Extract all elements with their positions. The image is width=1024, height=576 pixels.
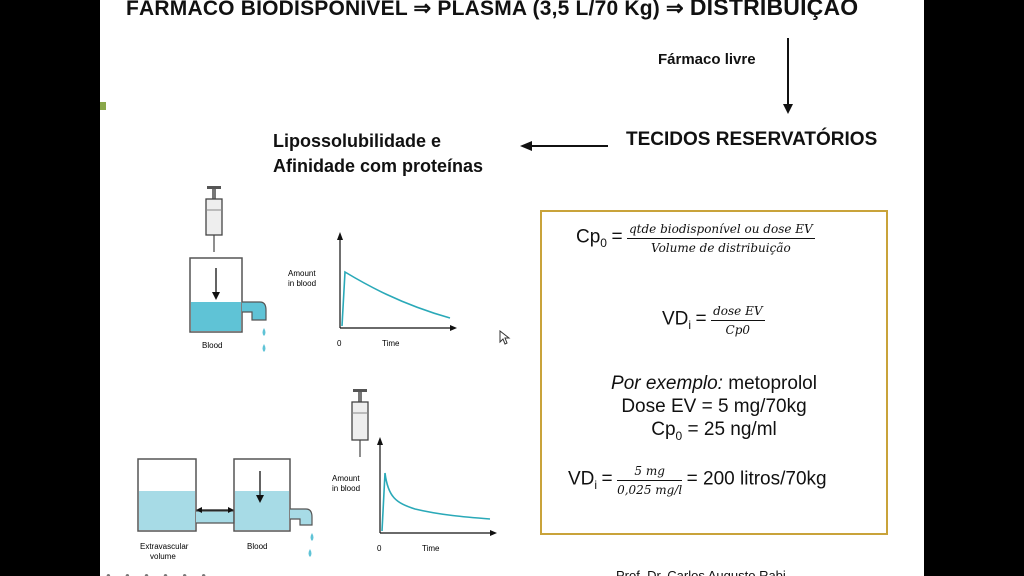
slide-marker [100, 102, 106, 110]
liposolubility-label: Lipossolubilidade e Afinidade com proteí… [273, 129, 483, 179]
vd-calculation: VDi = 5 mg 0,025 mg/l = 200 litros/70kg [568, 464, 827, 497]
x-axis-label: Time [382, 339, 400, 348]
extravascular-label-1: Extravascular [140, 542, 189, 551]
vd-fraction: dose EV Cp0 [711, 304, 765, 337]
two-compartment-figure: Extravascular volume Blood Amount in blo… [137, 389, 497, 561]
free-drug-label: Fármaco livre [658, 51, 756, 68]
left-arrow-head [520, 141, 532, 151]
y-axis-label-1: Amount [332, 474, 360, 483]
amount-time-plot-bottom: Amount in blood 0 Time [332, 437, 497, 553]
mouse-cursor-icon [499, 330, 511, 345]
x-origin-label: 0 [337, 339, 342, 348]
amount-time-plot-top: Amount in blood 0 Time [288, 232, 457, 348]
example-line: Por exemplo: metoprolol [611, 373, 817, 394]
y-axis-label-1: Amount [288, 269, 316, 278]
y-axis-label-2: in blood [332, 484, 360, 493]
formula-box: Cp0 = qtde biodisponível ou dose EV Volu… [540, 210, 888, 535]
vd-formula: VDi = dose EV Cp0 [662, 304, 765, 337]
lipo-line-1: Lipossolubilidade e [273, 131, 442, 151]
footer-author: Prof. Dr. Carlos Augusto Rabi... [616, 568, 797, 576]
reservoir-tissues-label: TECIDOS RESERVATÓRIOS [626, 129, 878, 150]
vd-calc-fraction: 5 mg 0,025 mg/l [617, 464, 683, 497]
x-origin-label: 0 [377, 544, 382, 553]
concentration-curve [341, 270, 451, 327]
cp0-formula: Cp0 = qtde biodisponível ou dose EV Volu… [576, 222, 815, 255]
lipo-line-2: Afinidade com proteínas [273, 156, 484, 176]
cp0-fraction: qtde biodisponível ou dose EV Volume de … [627, 222, 815, 255]
x-axis-label: Time [422, 544, 440, 553]
down-arrow-head [783, 104, 793, 114]
example-block: Por exemplo: metoprolol Dose EV = 5 mg/7… [542, 372, 886, 448]
syringe-icon [205, 186, 223, 252]
slide: FÁRMACO BIODISPONÍVEL ⇒ PLASMA (3,5 L/70… [100, 0, 924, 576]
cp-line: Cp0 = 25 ng/ml [651, 419, 777, 443]
concentration-curve [381, 472, 491, 532]
beaker-pair-icon [137, 458, 314, 557]
blood-label: Blood [247, 542, 267, 551]
dose-line: Dose EV = 5 mg/70kg [621, 396, 807, 417]
slide-title: FÁRMACO BIODISPONÍVEL ⇒ PLASMA (3,5 L/70… [126, 0, 859, 20]
syringe-icon [351, 389, 369, 457]
beaker-icon [189, 257, 267, 352]
y-axis-label-2: in blood [288, 279, 316, 288]
one-compartment-figure: Blood Amount in blood 0 Time [189, 186, 457, 352]
extravascular-label-2: volume [150, 552, 176, 561]
slide-nav-dots: ● ● ● ● ● ● [106, 571, 213, 576]
flow-arrows [520, 38, 793, 151]
blood-label: Blood [202, 341, 222, 350]
